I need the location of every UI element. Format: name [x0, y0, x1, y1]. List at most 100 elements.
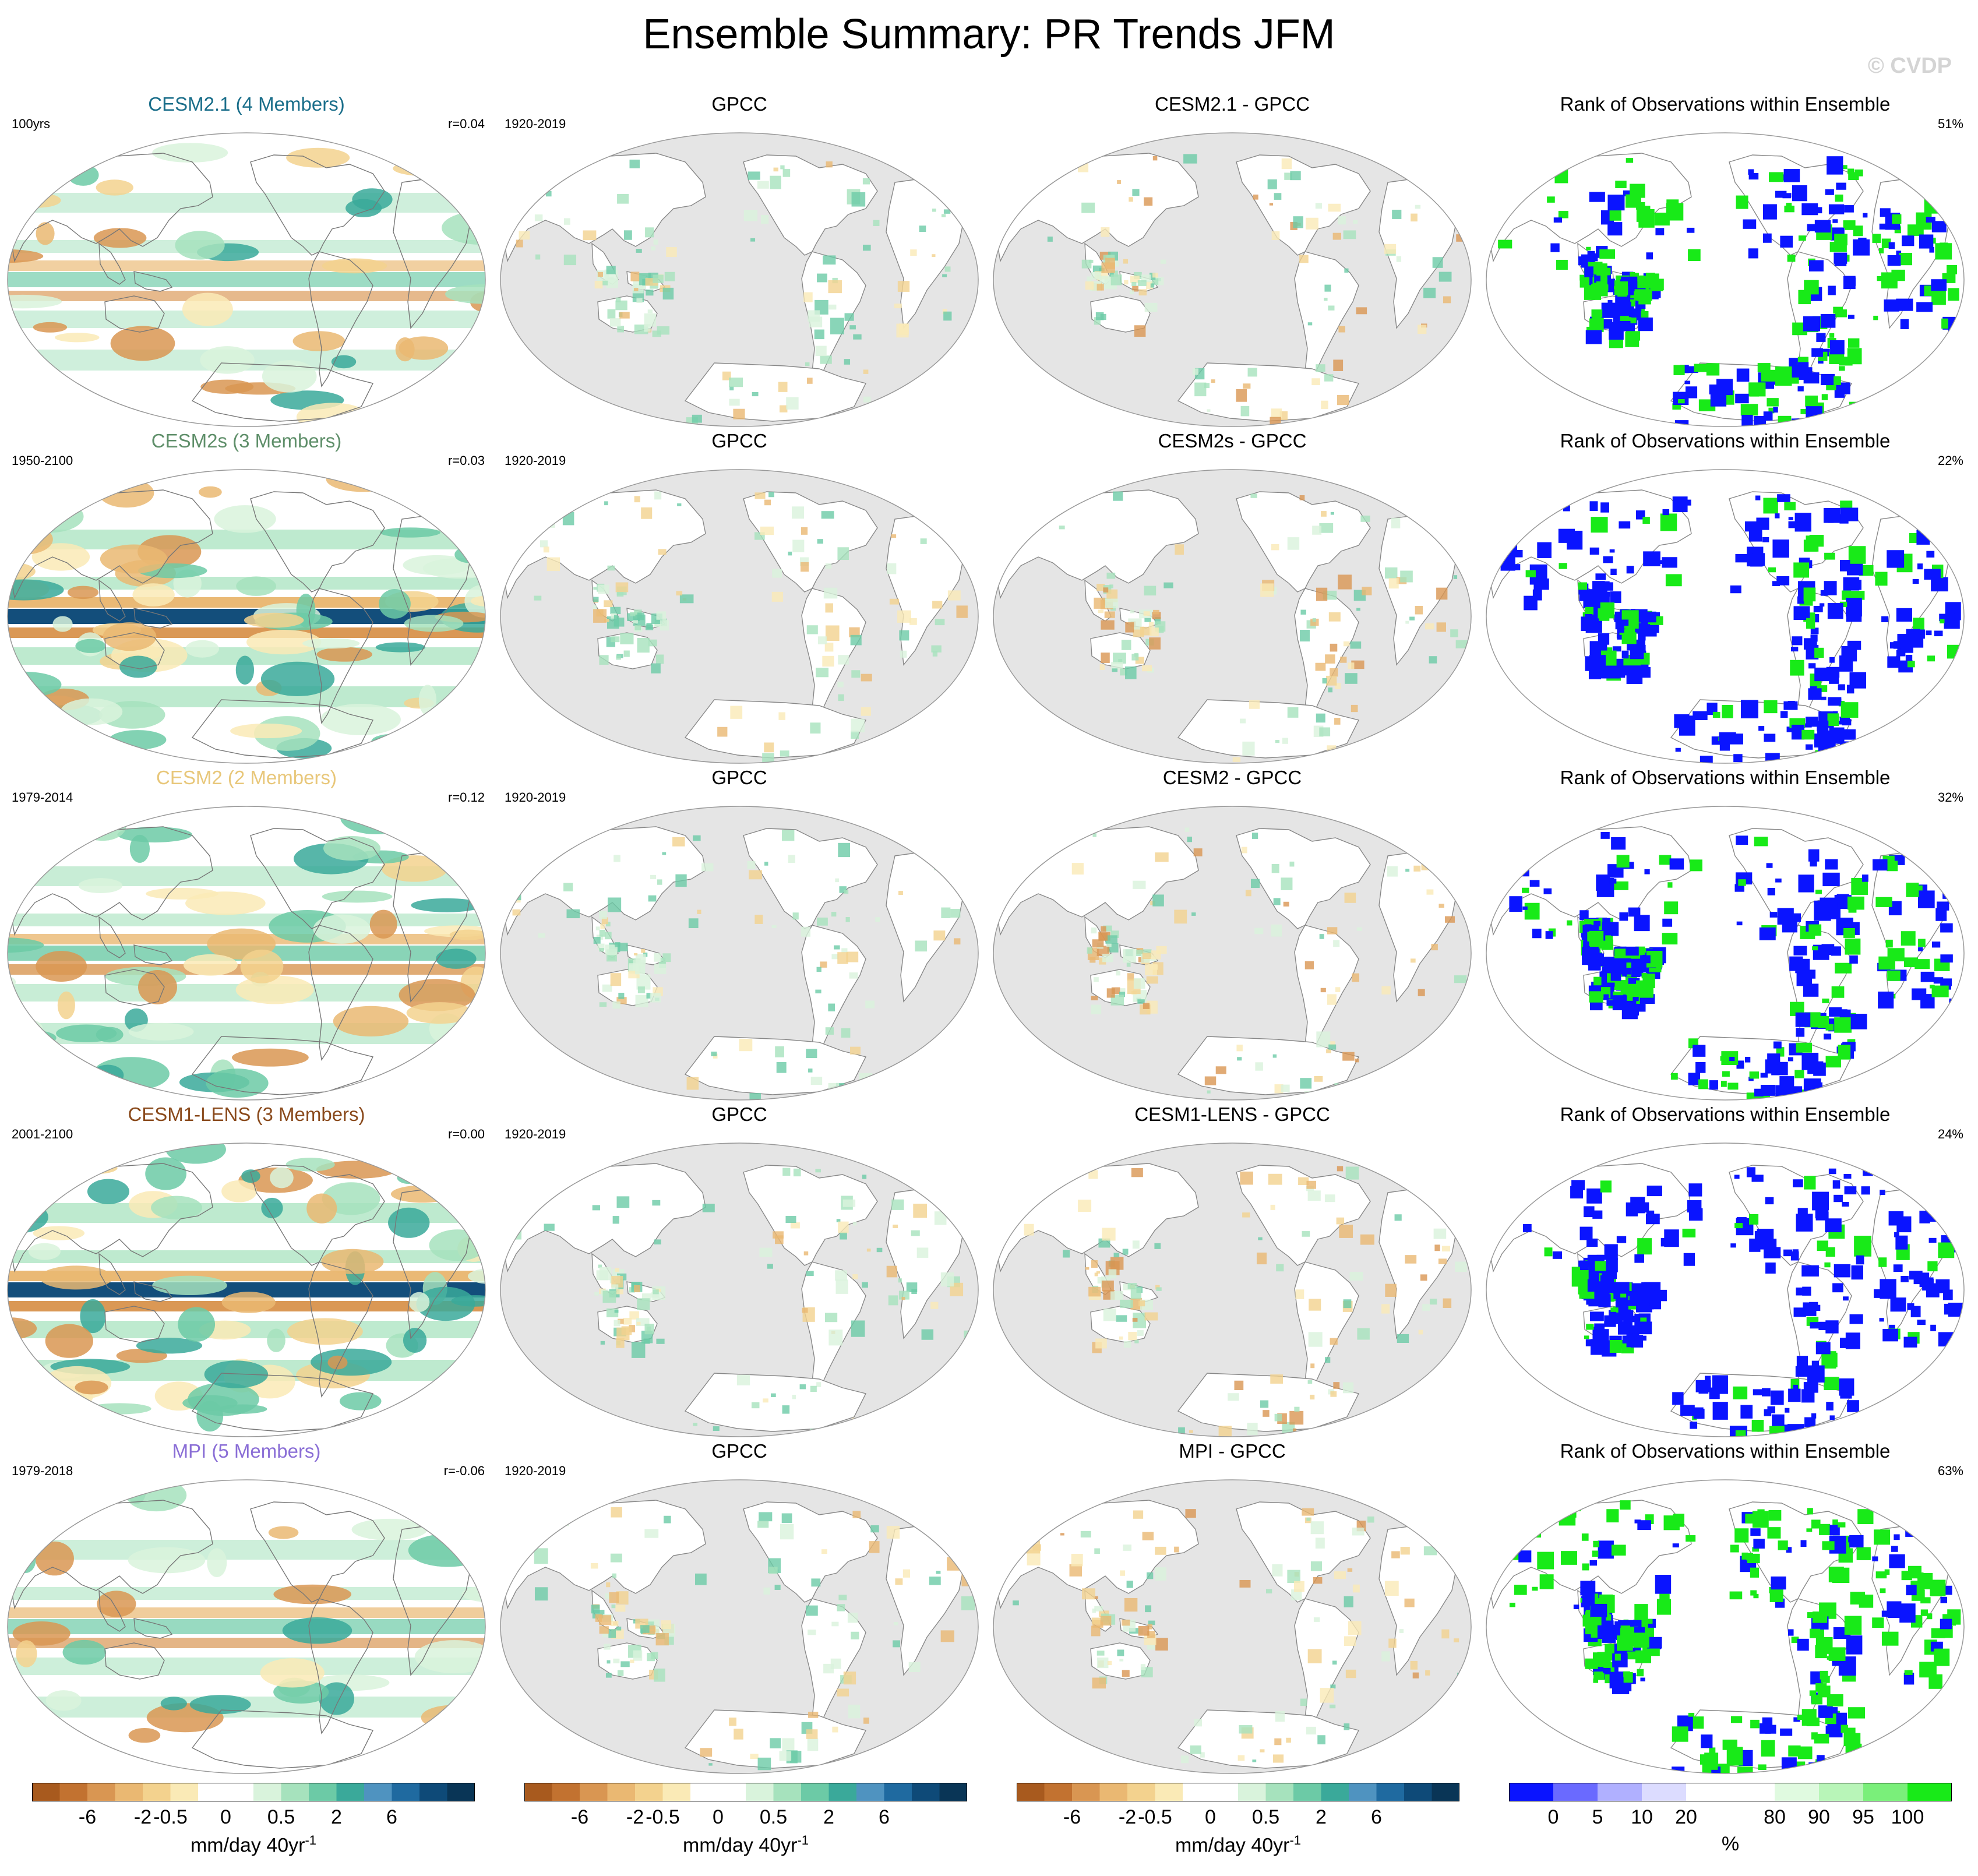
- trend-patch: [1136, 950, 1143, 956]
- trend-patch: [1282, 738, 1288, 744]
- colorbar-swatch: [884, 1783, 912, 1801]
- trend-patch: [1387, 866, 1398, 877]
- rank-cell: [1570, 1186, 1584, 1199]
- rank-cell: [1850, 1014, 1867, 1029]
- map-diff: [993, 1479, 1472, 1774]
- rank-cell: [1598, 1317, 1604, 1321]
- trend-patch: [662, 852, 667, 855]
- trend-patch: [1242, 1212, 1250, 1218]
- trend-patch: [618, 943, 628, 951]
- trend-patch: [801, 926, 811, 937]
- rank-cell: [1654, 212, 1670, 226]
- trend-patch: [752, 392, 759, 397]
- trend-patch: [815, 345, 827, 357]
- trend-patch: [828, 304, 837, 310]
- trend-patch: [1160, 259, 1166, 264]
- rank-cell: [1770, 1390, 1784, 1405]
- trend-patch: [1087, 947, 1092, 954]
- landmass: [801, 588, 866, 724]
- rank-cell: [1814, 739, 1822, 747]
- rank-cell: [1829, 1415, 1835, 1420]
- rank-cell: [1656, 1599, 1672, 1615]
- trend-patch: [635, 995, 648, 1007]
- map-model: [7, 1142, 486, 1437]
- rank-cell: [1804, 1417, 1816, 1427]
- trend-patch: [1254, 928, 1264, 935]
- trend-patch: [944, 266, 951, 272]
- trend-patch: [1319, 934, 1324, 939]
- trend-patch: [810, 1385, 817, 1392]
- coastline: [191, 1036, 374, 1095]
- trend-patch: [1134, 325, 1146, 337]
- trend-patch: [616, 1338, 625, 1348]
- colorbar-tick-label: 0: [220, 1806, 231, 1828]
- panel-correlation: r=0.04: [448, 117, 485, 131]
- rank-cell: [1748, 527, 1762, 542]
- rank-cell: [1768, 407, 1775, 414]
- rank-cell: [1835, 254, 1847, 262]
- trend-patch: [607, 1660, 611, 1664]
- trend-patch: [1094, 317, 1101, 325]
- rank-cell: [1626, 158, 1634, 163]
- trend-blob: [11, 1019, 43, 1038]
- rank-cell: [1610, 569, 1617, 576]
- trend-patch: [661, 1620, 671, 1630]
- trend-patch: [1272, 1754, 1284, 1763]
- rank-cell: [1765, 1197, 1774, 1205]
- panel-period: 1920-2019: [505, 1464, 566, 1478]
- rank-cell: [1790, 377, 1799, 384]
- trend-patch: [648, 639, 657, 647]
- rank-cell: [1815, 1203, 1829, 1219]
- trend-patch: [1345, 1669, 1356, 1678]
- colorbar-swatch: [1099, 1783, 1127, 1801]
- landmass: [1729, 828, 1864, 929]
- landmass: [1236, 1165, 1371, 1266]
- colorbar-swatch: [939, 1783, 967, 1801]
- colorbar-swatch: [1293, 1783, 1321, 1801]
- rank-cell: [1532, 1586, 1538, 1591]
- trend-patch: [636, 974, 651, 990]
- rank-cell: [1818, 714, 1825, 720]
- trend-patch: [1155, 1638, 1168, 1651]
- rank-cell: [1755, 495, 1761, 500]
- panel-diff: CESM2 - GPCC: [986, 767, 1479, 1103]
- trend-blob: [429, 1229, 485, 1261]
- trend-patch: [566, 909, 580, 919]
- trend-patch: [1092, 265, 1103, 273]
- trend-blob: [79, 812, 126, 841]
- rank-cell: [1940, 954, 1953, 963]
- trend-patch: [662, 953, 671, 962]
- trend-patch: [808, 310, 820, 322]
- trend-patch: [782, 168, 791, 177]
- trend-patch: [1328, 1041, 1335, 1047]
- panel-rank: Rank of Observations within Ensemble 32%: [1479, 767, 1972, 1103]
- rank-cell: [1596, 874, 1610, 891]
- trend-patch: [640, 1625, 650, 1633]
- coastline: [191, 1373, 374, 1432]
- rank-cell: [1771, 1576, 1786, 1590]
- trend-blob: [62, 1639, 107, 1665]
- rank-cell: [1673, 365, 1685, 375]
- colorbar-swatch: [115, 1783, 143, 1801]
- rank-cell: [1896, 298, 1913, 311]
- rank-cell: [1762, 1388, 1771, 1397]
- trend-patch: [767, 1264, 773, 1269]
- rank-cell: [1589, 547, 1599, 555]
- rank-cell: [1591, 647, 1600, 658]
- trend-patch: [593, 597, 599, 602]
- trend-patch: [711, 1052, 717, 1056]
- trend-patch: [1187, 837, 1193, 842]
- rank-cell: [1617, 1635, 1633, 1651]
- trend-patch: [891, 534, 897, 538]
- trend-patch: [1123, 1283, 1131, 1290]
- rank-cell: [1584, 1335, 1589, 1339]
- trend-patch: [602, 984, 612, 992]
- trend-patch: [1454, 1638, 1459, 1642]
- rank-cell: [1740, 404, 1758, 416]
- trend-patch: [775, 1235, 784, 1244]
- trend-patch: [911, 1289, 917, 1295]
- rank-cell: [1902, 235, 1914, 246]
- trend-patch: [1239, 1725, 1253, 1734]
- trend-patch: [616, 1591, 629, 1605]
- colorbar-swatch: [662, 1783, 690, 1801]
